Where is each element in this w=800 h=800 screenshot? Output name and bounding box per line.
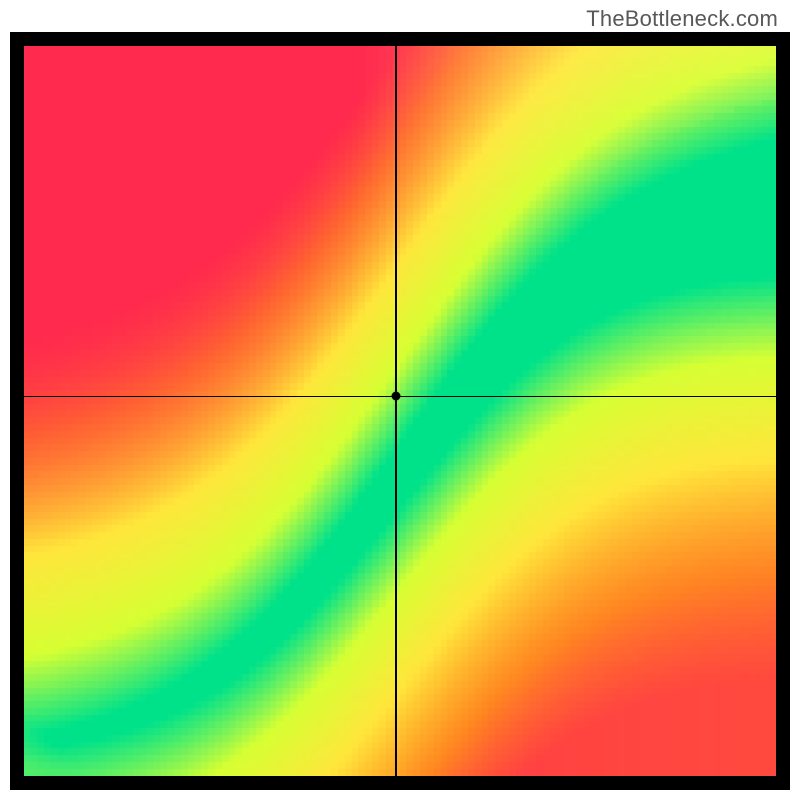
watermark-text: TheBottleneck.com [586,6,778,32]
heatmap-canvas [24,46,776,776]
chart-container: TheBottleneck.com [0,0,800,800]
crosshair-vertical [395,46,397,776]
plot-frame [10,32,790,790]
crosshair-marker [392,392,401,401]
